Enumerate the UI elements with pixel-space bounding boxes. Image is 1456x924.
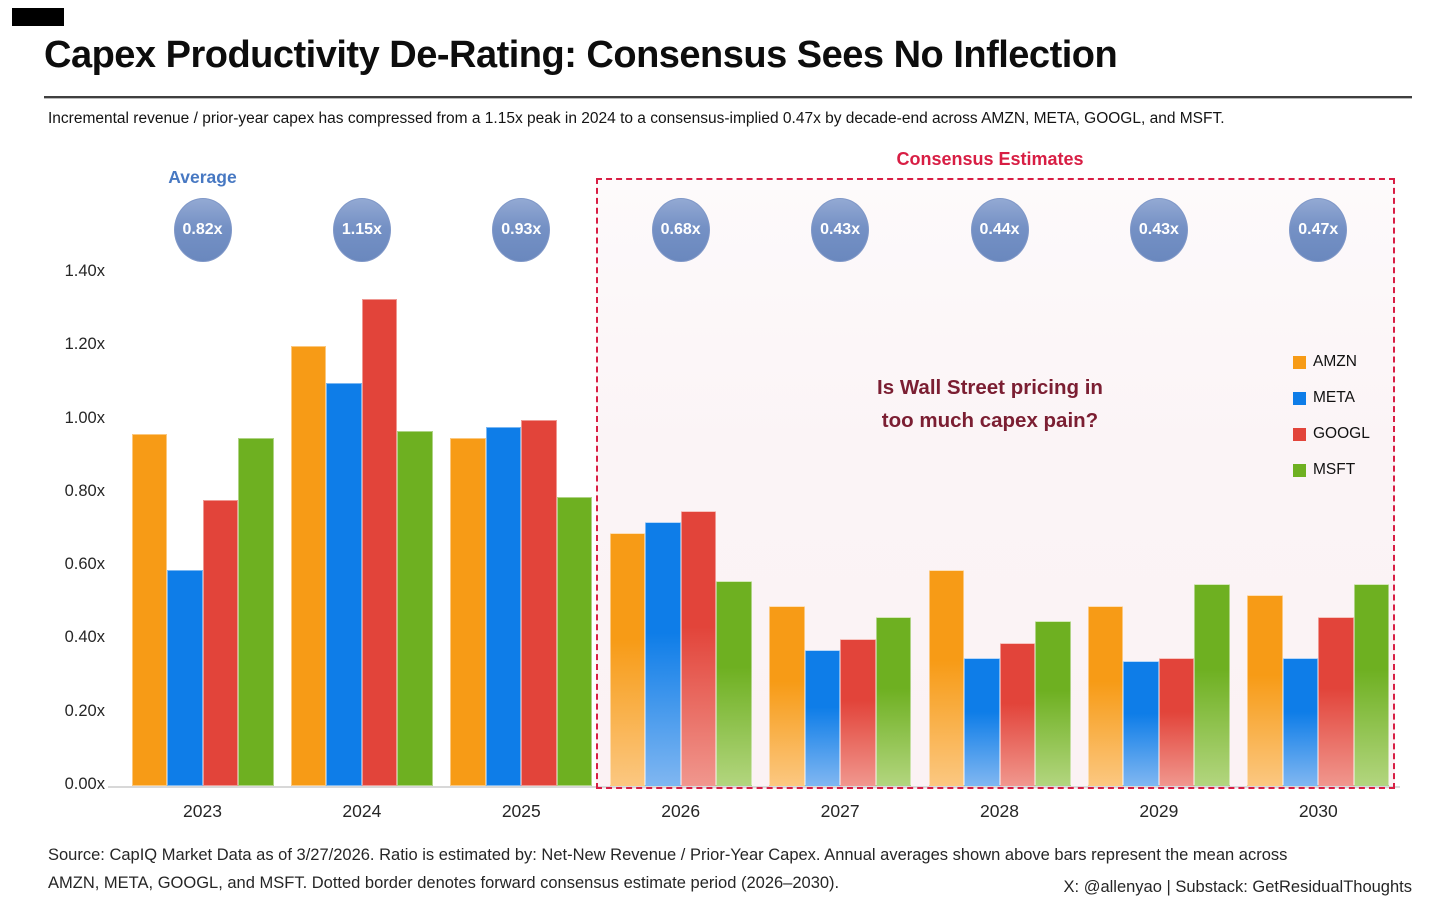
average-label: Average [168, 167, 237, 187]
legend-item-meta: META [1293, 380, 1370, 416]
legend-label: GOOGL [1313, 425, 1370, 442]
bar-googl-2024 [361, 298, 398, 786]
average-bubble-value: 0.47x [1298, 221, 1339, 238]
title-divider [44, 96, 1412, 99]
average-bubble-value: 1.15x [341, 221, 382, 238]
y-axis-tick-label: 0.80x [64, 481, 105, 500]
average-bubble-2023: 0.82x [173, 198, 232, 262]
x-axis-label-2026: 2026 [661, 801, 701, 821]
y-axis-tick-label: 0.20x [64, 701, 105, 720]
consensus-estimates-label: Consensus Estimates [896, 149, 1084, 169]
annotation-line-1: Is Wall Street pricing in [877, 376, 1103, 399]
average-bubble-2026: 0.68x [651, 198, 710, 262]
bar-msft-2029 [1194, 584, 1230, 786]
x-axis-label-2024: 2024 [342, 801, 382, 821]
bar-amzn-2024 [290, 346, 327, 786]
x-axis-label-2027: 2027 [820, 801, 860, 821]
page-title: Capex Productivity De-Rating: Consensus … [44, 34, 1118, 76]
bar-meta-2029 [1123, 661, 1159, 786]
bar-meta-2027 [804, 650, 841, 786]
legend-label: MSFT [1313, 461, 1356, 478]
bar-meta-2028 [964, 657, 1000, 786]
annotation-text: Is Wall Street pricing in too much capex… [820, 371, 1160, 437]
legend-item-googl: GOOGL [1293, 416, 1370, 452]
bar-meta-2024 [326, 382, 362, 786]
bar-msft-2023 [238, 437, 274, 786]
average-bubble-2024: 1.15x [332, 198, 391, 262]
y-axis-tick-label: 0.60x [64, 555, 105, 574]
y-axis-tick-label: 1.20x [64, 335, 105, 354]
average-bubble-2029: 0.43x [1129, 198, 1188, 262]
legend: AMZN META GOOGL MSFT [1293, 344, 1370, 488]
legend-item-amzn: AMZN [1293, 344, 1370, 380]
bar-msft-2030 [1353, 584, 1390, 786]
bar-amzn-2028 [928, 569, 964, 786]
y-axis-tick-label: 1.40x [64, 262, 105, 281]
average-bubble-2030: 0.47x [1289, 198, 1348, 262]
x-axis-label-2030: 2030 [1298, 801, 1338, 821]
bar-meta-2023 [167, 569, 203, 786]
average-bubble-value: 0.43x [1138, 221, 1179, 238]
bar-meta-2030 [1282, 657, 1319, 786]
legend-label: AMZN [1313, 353, 1357, 370]
x-axis-label-2028: 2028 [980, 801, 1019, 821]
legend-swatch-meta-icon [1293, 391, 1306, 405]
y-axis-tick-label: 1.00x [64, 408, 105, 427]
average-bubble-value: 0.82x [182, 221, 223, 238]
page-subtitle: Incremental revenue / prior-year capex h… [48, 110, 1225, 127]
average-bubble-value: 0.43x [820, 221, 861, 238]
bar-msft-2025 [556, 496, 593, 786]
annotation-line-2: too much capex pain? [881, 409, 1099, 432]
bar-msft-2028 [1035, 621, 1071, 786]
bar-googl-2023 [202, 500, 238, 786]
bar-amzn-2025 [450, 437, 486, 786]
source-footnote: Source: CapIQ Market Data as of 3/27/202… [48, 842, 1408, 897]
x-axis-line [108, 786, 1400, 788]
bar-amzn-2027 [769, 606, 805, 786]
average-bubble-2027: 0.43x [811, 198, 870, 262]
average-bubble-value: 0.44x [979, 221, 1020, 238]
bar-googl-2028 [999, 643, 1035, 786]
bar-amzn-2023 [131, 434, 167, 786]
legend-label: META [1313, 389, 1355, 406]
bar-googl-2029 [1158, 657, 1195, 786]
bar-msft-2026 [716, 580, 752, 786]
x-axis-label-2029: 2029 [1139, 801, 1179, 821]
y-axis-tick-label: 0.40x [64, 628, 105, 647]
x-axis-label-2023: 2023 [183, 801, 222, 821]
average-bubble-value: 0.93x [501, 221, 542, 238]
bar-amzn-2029 [1087, 606, 1124, 786]
bar-msft-2027 [875, 617, 912, 786]
legend-swatch-amzn-icon [1293, 355, 1306, 369]
bar-googl-2026 [680, 511, 717, 786]
footnote-line-2: AMZN, META, GOOGL, and MSFT. Dotted bord… [48, 873, 840, 892]
author-credit: X: @allenyao | Substack: GetResidualThou… [1063, 878, 1412, 896]
average-bubble-2025: 0.93x [492, 198, 551, 262]
bar-googl-2030 [1318, 617, 1354, 786]
x-axis-label-2025: 2025 [501, 801, 541, 821]
average-bubble-2028: 0.44x [970, 198, 1029, 262]
bar-meta-2025 [485, 426, 522, 786]
footnote-line-1: Source: CapIQ Market Data as of 3/27/202… [48, 846, 1288, 864]
legend-swatch-googl-icon [1293, 427, 1306, 441]
legend-swatch-msft-icon [1293, 463, 1306, 477]
top-left-mark [12, 8, 64, 26]
y-axis-tick-label: 0.00x [64, 775, 105, 793]
bar-meta-2026 [645, 522, 681, 786]
bar-amzn-2026 [609, 533, 646, 786]
bar-amzn-2030 [1247, 595, 1283, 786]
average-bubble-value: 0.68x [660, 221, 701, 238]
bar-msft-2024 [397, 430, 433, 786]
bar-googl-2027 [840, 639, 876, 786]
bar-googl-2025 [521, 419, 557, 786]
legend-item-msft: MSFT [1293, 452, 1370, 488]
